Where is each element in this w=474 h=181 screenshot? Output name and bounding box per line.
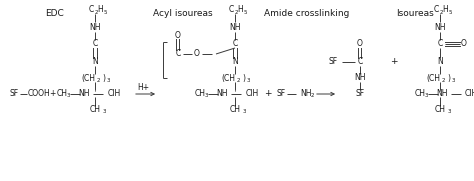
Text: 2: 2 — [442, 77, 446, 83]
Text: 5: 5 — [448, 9, 452, 14]
Text: O: O — [357, 39, 363, 49]
Text: 2: 2 — [234, 9, 238, 14]
Text: EDC: EDC — [45, 9, 64, 18]
Text: 3: 3 — [107, 77, 110, 83]
Text: H+: H+ — [137, 83, 149, 92]
Text: CH: CH — [57, 89, 68, 98]
Text: NH: NH — [300, 89, 311, 98]
Text: C: C — [232, 39, 237, 49]
Text: Acyl isoureas: Acyl isoureas — [153, 9, 212, 18]
Text: SF: SF — [277, 89, 286, 98]
Text: 3: 3 — [425, 93, 428, 98]
Text: CH: CH — [195, 89, 206, 98]
Text: H: H — [442, 5, 448, 14]
Text: C: C — [228, 5, 234, 14]
Text: 3: 3 — [67, 93, 71, 98]
Text: 3: 3 — [452, 77, 456, 83]
Text: NH: NH — [89, 22, 101, 31]
Text: SF: SF — [329, 58, 338, 66]
Text: NH: NH — [434, 22, 446, 31]
Text: 3: 3 — [242, 109, 246, 114]
Text: CH: CH — [229, 106, 240, 115]
Text: +: + — [264, 89, 272, 98]
Text: N: N — [437, 58, 443, 66]
Text: C: C — [175, 49, 181, 58]
Text: (CH: (CH — [221, 73, 235, 83]
Text: Amide crosslinking: Amide crosslinking — [264, 9, 350, 18]
Text: 5: 5 — [103, 9, 107, 14]
Text: NH: NH — [436, 89, 448, 98]
Text: H: H — [237, 5, 243, 14]
Text: O: O — [194, 49, 200, 58]
Text: Isoureas: Isoureas — [396, 9, 434, 18]
Text: 2: 2 — [311, 93, 315, 98]
Text: 3: 3 — [247, 77, 250, 83]
Text: NH: NH — [78, 89, 90, 98]
Text: +: + — [49, 89, 55, 98]
Text: SF: SF — [10, 89, 19, 98]
Text: (CH: (CH — [81, 73, 95, 83]
Text: NH: NH — [354, 73, 366, 83]
Text: SF: SF — [356, 89, 365, 98]
Text: O: O — [461, 39, 467, 49]
Text: N: N — [232, 58, 238, 66]
Text: 3: 3 — [205, 93, 209, 98]
Text: 2: 2 — [97, 77, 100, 83]
Text: C: C — [438, 39, 443, 49]
Text: 3: 3 — [447, 109, 451, 114]
Text: O: O — [175, 31, 181, 39]
Text: C: C — [88, 5, 94, 14]
Text: ClH: ClH — [465, 89, 474, 98]
Text: C: C — [357, 58, 363, 66]
Text: CH: CH — [415, 89, 426, 98]
Text: NH: NH — [216, 89, 228, 98]
Text: ): ) — [447, 73, 450, 83]
Text: CH: CH — [90, 106, 100, 115]
Text: C: C — [433, 5, 438, 14]
Text: 2: 2 — [237, 77, 240, 83]
Text: NH: NH — [229, 22, 241, 31]
Text: ClH: ClH — [108, 89, 121, 98]
Text: ClH: ClH — [246, 89, 259, 98]
Text: 2: 2 — [94, 9, 98, 14]
Text: N: N — [92, 58, 98, 66]
Text: 5: 5 — [243, 9, 247, 14]
Text: CH: CH — [435, 106, 446, 115]
Text: 2: 2 — [439, 9, 443, 14]
Text: COOH: COOH — [28, 89, 51, 98]
Text: H: H — [97, 5, 103, 14]
Text: ): ) — [242, 73, 245, 83]
Text: ): ) — [102, 73, 105, 83]
Text: +: + — [390, 58, 398, 66]
Text: C: C — [92, 39, 98, 49]
Text: (CH: (CH — [426, 73, 440, 83]
Text: 3: 3 — [102, 109, 106, 114]
